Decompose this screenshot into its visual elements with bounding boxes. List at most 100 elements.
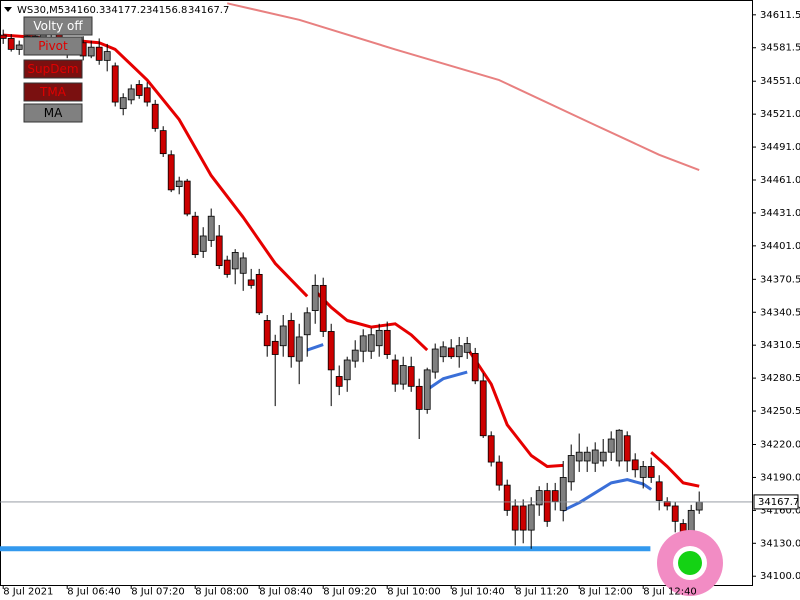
candle-body: [175, 180, 183, 187]
y-tick-label: 34491.0: [760, 142, 800, 153]
candle-body: [0, 34, 7, 39]
candle-body: [583, 451, 591, 462]
candle-body: [471, 353, 479, 382]
indicator-button-label[interactable]: SupDem: [27, 62, 78, 76]
candle-body: [495, 461, 503, 486]
candle-body: [695, 501, 703, 511]
candle-body: [167, 154, 175, 191]
candle-body: [535, 490, 543, 506]
menu-arrow[interactable]: [4, 7, 12, 12]
candle-body: [319, 284, 327, 332]
x-tick-label: 8 Jul 06:40: [67, 587, 121, 598]
y-tick-label: 34461.0: [760, 175, 800, 186]
candle-body: [335, 376, 343, 387]
candle-body: [615, 429, 623, 462]
candle-body: [519, 505, 527, 531]
candle-body: [191, 215, 199, 256]
buttons: Volty off Pivot SupDem TMA MA: [23, 16, 93, 123]
x-tick-label: 8 Jul 11:20: [515, 587, 569, 598]
candle-body: [591, 449, 599, 464]
indicator-button-label[interactable]: TMA: [39, 85, 67, 99]
indicator-button-label[interactable]: MA: [44, 106, 63, 120]
candle-body: [231, 252, 239, 270]
candle-body: [543, 490, 551, 522]
indicator-button-label[interactable]: Volty off: [33, 19, 83, 33]
price-label: 34167.7: [758, 497, 799, 508]
candle-body: [295, 336, 303, 362]
y-tick-label: 34401.0: [760, 241, 800, 252]
y-tick-label: 34310.5: [760, 340, 800, 351]
indicator-button[interactable]: [23, 36, 83, 56]
y-tick-label: 34100.0: [760, 571, 800, 582]
candle-body: [135, 84, 143, 96]
candle-body: [559, 477, 567, 511]
candle-body: [647, 466, 655, 478]
candle-body: [399, 365, 407, 385]
y-tick-label: 34340.5: [760, 307, 800, 318]
candle-body: [279, 325, 287, 347]
y-tick-label: 34611.5: [760, 10, 800, 21]
candle-body: [199, 235, 207, 252]
candle-body: [423, 369, 431, 410]
y-tick-label: 34160.0: [760, 505, 800, 516]
candle-body: [463, 343, 471, 353]
y-tick-label: 34431.0: [760, 208, 800, 219]
indicator-button[interactable]: [23, 59, 83, 79]
header-high: 34177.2: [105, 5, 146, 16]
indicator-button-label[interactable]: Pivot: [38, 39, 68, 53]
candle-body: [95, 46, 103, 61]
header-low: 34156.8: [146, 5, 187, 16]
candle-body: [487, 435, 495, 463]
indicator-button[interactable]: [23, 16, 93, 36]
candle-body: [415, 385, 423, 410]
candle-body: [255, 273, 263, 314]
candle-body: [207, 215, 215, 241]
candle-body: [151, 103, 159, 129]
candle-body: [239, 257, 247, 274]
candle-body: [7, 38, 15, 50]
x-tick-label: 8 Jul 12:40: [643, 587, 697, 598]
y-tick-label: 34370.5: [760, 274, 800, 285]
candle-body: [311, 284, 319, 312]
candle-body: [343, 359, 351, 381]
candle-body: [375, 329, 383, 347]
candle-body: [143, 87, 151, 103]
candle-body: [127, 88, 135, 101]
indicator-line: [3, 33, 700, 488]
indicator-line: [226, 2, 700, 172]
candle-body: [431, 348, 439, 373]
candle-body: [367, 334, 375, 352]
indicator-button[interactable]: [23, 103, 83, 123]
candle-body: [87, 46, 95, 57]
candle-body: [607, 438, 615, 453]
candle-body: [223, 259, 231, 275]
candle-body: [15, 44, 23, 50]
x-tick-label: 8 Jul 07:20: [131, 587, 185, 598]
price-label-box: [753, 494, 799, 510]
indicator-button[interactable]: [23, 82, 83, 102]
candle-body: [567, 455, 575, 483]
candle-body: [575, 451, 583, 462]
x-tick-label: 8 Jul 08:00: [195, 587, 249, 598]
candle-body: [111, 65, 119, 103]
candle-body: [655, 481, 663, 501]
header-open: 34160.3: [64, 5, 105, 16]
candle-body: [359, 335, 367, 352]
x-tick-label: 8 Jul 12:00: [579, 587, 633, 598]
x-tick-label: 8 Jul 08:40: [259, 587, 313, 598]
header-close: 34167.7: [188, 5, 229, 16]
candle-body: [623, 435, 631, 462]
x-tick-label: 8 Jul 09:20: [323, 587, 377, 598]
candle-body: [303, 312, 311, 336]
candle-body: [287, 320, 295, 358]
x-tick-label: 8 Jul 10:40: [451, 587, 505, 598]
candle-body: [215, 235, 223, 267]
candle-body: [479, 380, 487, 437]
y-tick-label: 34130.0: [760, 538, 800, 549]
candle-body: [439, 346, 447, 358]
candle-body: [103, 51, 111, 61]
candle-body: [671, 505, 679, 522]
candle-body: [391, 359, 399, 385]
